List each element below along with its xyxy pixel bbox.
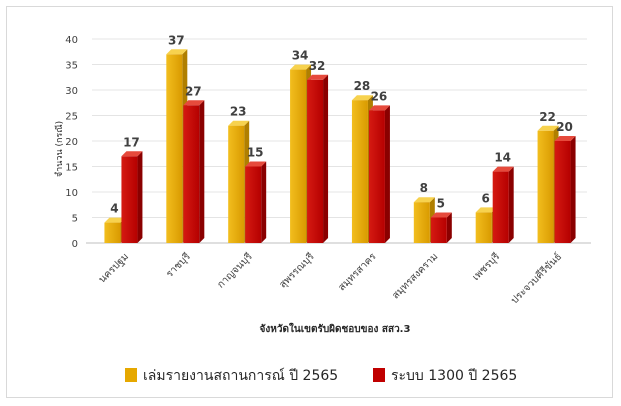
bar-system1300 — [245, 161, 267, 243]
x-axis-categories: นครปฐม ราชบุรี กาญจนบุรี สุพรรณบุรี สมุทรสาค… — [97, 250, 564, 306]
data-label: 15 — [247, 146, 264, 160]
y-axis-title: จำนวน (กรณี) — [54, 121, 65, 177]
data-label: 23 — [230, 105, 247, 119]
y-tick-label: 20 — [65, 137, 78, 148]
legend-item: ระบบ 1300 ปี 2565 — [373, 368, 517, 384]
y-tick-label: 10 — [65, 188, 78, 199]
bar-front — [413, 202, 430, 243]
bar-front — [368, 110, 385, 244]
y-tick-label: 30 — [65, 86, 78, 97]
bar-top — [245, 161, 267, 167]
bar-side — [508, 166, 514, 243]
x-category-label: สุพรรณบุรี — [277, 250, 317, 290]
bar-system1300 — [183, 100, 205, 243]
legend-swatch — [125, 368, 137, 382]
data-label: 37 — [168, 33, 185, 47]
bar-system1300 — [307, 74, 329, 243]
bar-top — [554, 136, 576, 141]
bar-side — [570, 136, 576, 243]
bar-top — [290, 64, 312, 70]
legend-label: ระบบ 1300 ปี 2565 — [391, 368, 517, 384]
bar-front — [554, 141, 571, 243]
x-category-label: นครปฐม — [97, 251, 131, 285]
data-label: 6 — [482, 191, 490, 205]
bar-front — [245, 166, 262, 243]
x-category-label: เพชรบุรี — [470, 250, 503, 283]
bar-front — [104, 222, 121, 243]
legend-swatch — [373, 368, 385, 382]
bar-chart: 0 5 10 15 20 25 30 35 40 จำนวน (กรณี) 4 17 37 27 23 1… — [54, 33, 591, 384]
x-category-label: ประจวบคีรีขันธ์ — [508, 251, 564, 307]
legend-label: เล่มรายงานสถานการณ์ ปี 2565 — [143, 367, 338, 384]
bar-front — [475, 212, 492, 243]
bar-top — [183, 100, 205, 106]
bar-front — [228, 125, 245, 243]
bar-front — [290, 69, 307, 243]
data-label: 5 — [437, 197, 445, 211]
bar-top — [368, 105, 390, 111]
data-label: 17 — [123, 135, 140, 149]
y-axis-ticks: 0 5 10 15 20 25 30 35 40 — [65, 35, 78, 250]
bar-top — [307, 74, 329, 80]
bar-system1300 — [368, 105, 390, 244]
data-label: 8 — [420, 181, 428, 195]
bar-top — [430, 212, 452, 218]
x-axis-title: จังหวัดในเขตรับผิดชอบของ สสว.3 — [260, 322, 411, 335]
data-label: 4 — [110, 202, 118, 216]
bar-side — [384, 105, 390, 244]
bar-top — [537, 125, 559, 131]
data-label: 26 — [371, 89, 388, 103]
bar-top — [228, 120, 250, 126]
bar-top — [413, 197, 435, 203]
y-tick-label: 40 — [65, 35, 78, 46]
bar-system1300 — [554, 136, 576, 243]
bar-front — [492, 171, 509, 243]
y-tick-label: 0 — [72, 239, 78, 250]
bar-top — [166, 49, 188, 55]
bar-system1300 — [492, 166, 514, 243]
x-category-label: สมุทรสาคร — [337, 251, 379, 293]
x-category-label: กาญจนบุรี — [215, 250, 255, 290]
bar-top — [104, 217, 126, 223]
bar-top — [475, 207, 497, 213]
bar-front — [351, 100, 368, 243]
data-label: 32 — [309, 59, 326, 73]
y-tick-label: 35 — [65, 61, 78, 72]
data-label: 20 — [556, 120, 573, 134]
bar-side — [261, 161, 267, 243]
bar-front — [430, 217, 447, 243]
bar-front — [121, 156, 138, 243]
x-category-label: สมุทรสงคราม — [390, 251, 440, 301]
bar-top — [492, 166, 514, 172]
bar-front — [166, 54, 183, 243]
grid-lines — [86, 38, 591, 244]
bar-system1300 — [121, 151, 143, 243]
y-tick-label: 15 — [65, 163, 78, 174]
bar-system1300 — [430, 212, 452, 243]
bar-front — [537, 130, 554, 243]
data-label: 28 — [354, 79, 371, 93]
legend-item: เล่มรายงานสถานการณ์ ปี 2565 — [125, 367, 338, 384]
y-tick-label: 25 — [65, 112, 78, 123]
bar-side — [446, 212, 452, 243]
bar-front — [307, 79, 324, 243]
bar-side — [137, 151, 143, 243]
bar-front — [183, 105, 200, 243]
bar-side — [323, 74, 329, 243]
bar-top — [121, 151, 143, 157]
data-label: 34 — [292, 49, 309, 63]
chart-frame: 0 5 10 15 20 25 30 35 40 จำนวน (กรณี) 4 17 37 27 23 1… — [6, 6, 613, 398]
y-tick-label: 5 — [72, 214, 78, 225]
x-category-label: ราชบุรี — [164, 250, 194, 280]
bars — [104, 49, 576, 244]
data-label: 14 — [494, 151, 511, 165]
legend: เล่มรายงานสถานการณ์ ปี 2565 ระบบ 1300 ปี … — [125, 367, 517, 384]
bar-top — [351, 95, 373, 101]
data-label: 22 — [539, 110, 556, 124]
data-label: 27 — [185, 84, 202, 98]
bar-side — [199, 100, 205, 243]
